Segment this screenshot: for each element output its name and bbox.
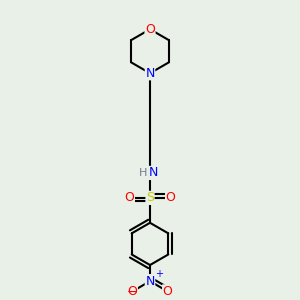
Text: N: N bbox=[145, 275, 155, 288]
Text: N: N bbox=[149, 167, 158, 179]
Text: N: N bbox=[145, 67, 155, 80]
Text: O: O bbox=[128, 285, 137, 298]
Text: H: H bbox=[139, 168, 147, 178]
Text: +: + bbox=[155, 269, 163, 279]
Text: O: O bbox=[145, 23, 155, 36]
Text: O: O bbox=[166, 191, 176, 204]
Text: O: O bbox=[124, 191, 134, 204]
Text: O: O bbox=[163, 285, 172, 298]
Text: −: − bbox=[127, 286, 137, 299]
Text: S: S bbox=[146, 191, 154, 204]
